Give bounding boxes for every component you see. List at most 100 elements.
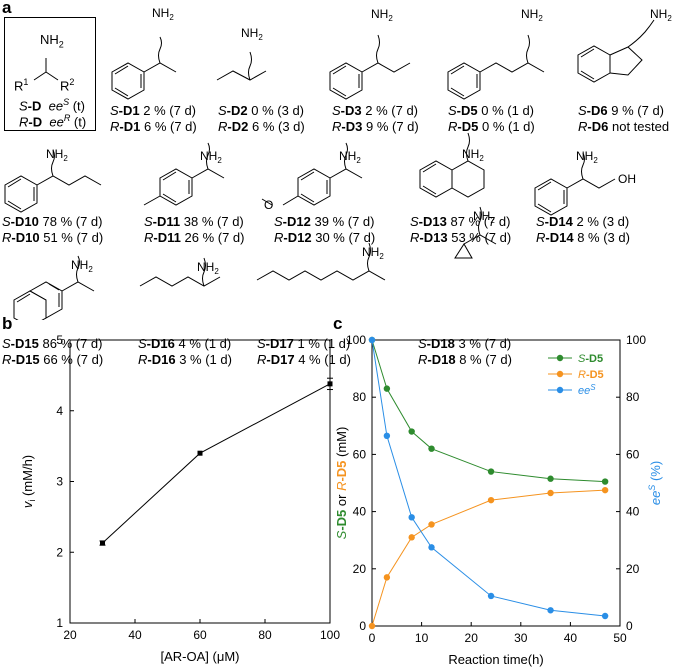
y-tick-label-right: 100 <box>626 333 646 347</box>
compound-label-d10: S-D10 78 % (7 d) R-D10 51 % (7 d) <box>2 214 103 246</box>
chart-b: 20 40 60 80 100 1 2 3 4 5 [AR-OA] (μM) vi (mM/h) <box>20 333 340 664</box>
compound-label-d15: S-D15 86 % (7 d) R-D15 66 % (7 d) <box>2 336 103 368</box>
compound-r-line: R-D10 51 % (7 d) <box>2 230 104 245</box>
series-point-1 <box>428 521 435 528</box>
series-point-2 <box>487 592 495 600</box>
y-tick-label-left: 40 <box>353 505 367 519</box>
series-point-0 <box>547 475 554 482</box>
svg-text:NH2: NH2 <box>200 149 222 165</box>
compound-s-line: S-D10 78 % (7 d) <box>2 214 103 229</box>
structures-drawing: NH2 NH2 NH2 NH2 NH2 NH2 NH2 NH2 NH2 NH2 … <box>4 6 672 320</box>
compound-label-d13: S-D13 87 % (7 d) R-D13 53 % (7 d) <box>410 214 511 246</box>
compound-label-d2: S-D2 0 % (3 d) R-D2 6 % (3 d) <box>218 103 305 135</box>
compound-r-line: R-D3 9 % (7 d) <box>332 119 419 134</box>
legend-label: R-D5 <box>578 369 604 381</box>
general-r1: R1 <box>14 77 29 94</box>
series-point-1 <box>487 496 495 504</box>
x-tick-label: 20 <box>465 631 479 645</box>
series-point-2 <box>368 336 376 344</box>
panel-b-letter: b <box>2 314 13 333</box>
series-point-2 <box>383 432 391 440</box>
svg-text:NH2: NH2 <box>576 149 598 165</box>
compound-s-line: S-D12 39 % (7 d) <box>274 214 375 229</box>
svg-text:NH2: NH2 <box>650 7 672 23</box>
chart-c: 0 10 20 30 40 50020406080100020406080100S-D5R… <box>334 333 663 667</box>
y-tick-label-right: 60 <box>626 447 640 461</box>
compound-r-line: R-D2 6 % (3 d) <box>218 119 305 134</box>
series-point-1 <box>383 574 391 581</box>
plot-frame <box>69 339 331 624</box>
svg-text:NH2: NH2 <box>152 6 174 22</box>
plot-frame <box>371 339 621 627</box>
series-point-2 <box>601 612 609 620</box>
data-point <box>197 450 203 456</box>
y-tick-label-left: 80 <box>353 390 367 404</box>
compound-s-line: S-D3 2 % (7 d) <box>332 103 419 118</box>
series-point-1 <box>408 534 415 541</box>
panel-a-letter: a <box>2 0 12 17</box>
legend-marker <box>556 370 564 378</box>
y-tick-label-left: 100 <box>346 333 366 347</box>
x-tick-label: 40 <box>128 628 142 642</box>
compound-r-line: R-D15 66 % (7 d) <box>2 352 104 367</box>
y-tick-label-right: 0 <box>626 619 633 633</box>
svg-text:OH: OH <box>618 172 636 186</box>
x-tick-label: 10 <box>415 631 429 645</box>
compound-r-line: R-D13 53 % (7 d) <box>410 230 512 245</box>
legend-marker <box>556 354 564 362</box>
svg-text:NH2: NH2 <box>339 149 361 165</box>
series-point-0 <box>601 478 609 485</box>
series-point-0 <box>408 428 415 435</box>
data-point <box>100 540 105 546</box>
compound-r-line: R-D1 6 % (7 d) <box>110 119 197 134</box>
data-point <box>327 381 333 387</box>
svg-text:NH2: NH2 <box>521 7 543 23</box>
compound-s-line: S-D2 0 % (3 d) <box>218 103 305 118</box>
series-point-2 <box>408 514 415 521</box>
series-point-1 <box>547 489 554 497</box>
general-nh2: NH2 <box>40 32 64 50</box>
compound-label-d14: S-D14 2 % (3 d) R-D14 8 % (3 d) <box>536 214 630 246</box>
y-tick-label: 1 <box>56 616 63 630</box>
compound-s-line: S-D5 0 % (1 d) <box>448 103 535 118</box>
compound-r-line: R-D5 0 % (1 d) <box>448 119 535 134</box>
svg-text:NH2: NH2 <box>371 7 393 23</box>
x-tick-label: 40 <box>564 631 578 645</box>
legend-label: S-D5 <box>578 353 603 365</box>
x-tick-label: 0 <box>369 631 376 645</box>
compound-r-line: R-D18 8 % (7 d) <box>418 352 512 367</box>
y-tick-label-right: 20 <box>626 562 640 576</box>
series-point-2 <box>428 544 435 551</box>
y-tick-label-left: 0 <box>359 619 366 633</box>
y-tick-label: 2 <box>56 545 63 559</box>
y-tick-label-left: 20 <box>353 562 367 576</box>
general-s-row: S-D eeS (t) <box>19 97 85 114</box>
compound-r-line: R-D6 not tested <box>578 119 670 134</box>
y-tick-label-left: 60 <box>353 447 367 461</box>
y-axis-label: vi (mM/h) <box>20 455 37 508</box>
x-axis-label: [AR-OA] (μM) <box>160 649 239 664</box>
compound-r-line: R-D14 8 % (3 d) <box>536 230 630 245</box>
compound-s-line: S-D14 2 % (3 d) <box>536 214 630 229</box>
panel-c-letter: c <box>333 314 343 333</box>
series-line-0 <box>371 339 606 483</box>
compound-r-line: R-D16 3 % (1 d) <box>138 352 232 367</box>
series-point-0 <box>383 385 391 392</box>
compound-label-d12: S-D12 39 % (7 d) R-D12 30 % (7 d) <box>274 214 375 246</box>
y-tick-label: 3 <box>56 475 63 489</box>
compound-s-line: S-D13 87 % (7 d) <box>410 214 511 229</box>
general-r-row: R-D eeR (t) <box>19 113 87 130</box>
compound-s-line: S-D1 2 % (7 d) <box>110 103 197 118</box>
y-tick-label-right: 40 <box>626 505 640 519</box>
y-tick-label: 5 <box>56 333 63 347</box>
svg-text:NH2: NH2 <box>462 147 484 163</box>
general-structure-drawing <box>33 58 59 81</box>
compound-s-line: S-D6 9 % (7 d) <box>578 103 665 118</box>
series-point-0 <box>428 445 435 452</box>
compound-label-d1: S-D1 2 % (7 d) R-D1 6 % (7 d) <box>110 103 197 135</box>
x-tick-label: 30 <box>514 631 528 645</box>
series-line <box>102 383 331 544</box>
compound-label-d6: S-D6 9 % (7 d) R-D6 not tested <box>578 103 669 135</box>
y-tick-label: 4 <box>56 404 63 418</box>
x-axis-label: Reaction time(h) <box>448 652 543 667</box>
